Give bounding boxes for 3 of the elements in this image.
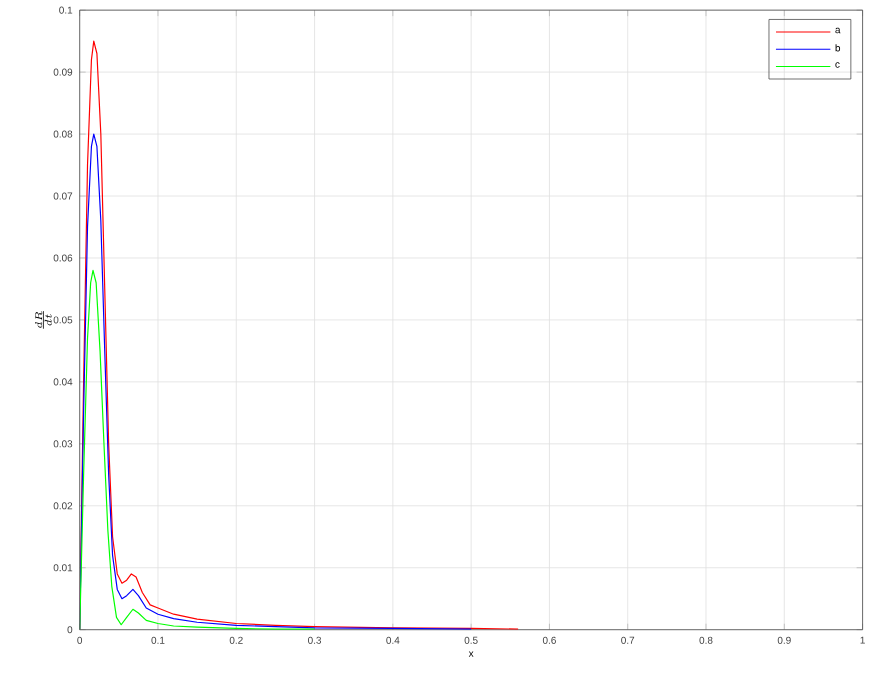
y-axis-title: $\frac{dR}{dt}$ — [35, 311, 52, 329]
line-series — [79, 133, 472, 630]
line-series — [79, 270, 316, 630]
